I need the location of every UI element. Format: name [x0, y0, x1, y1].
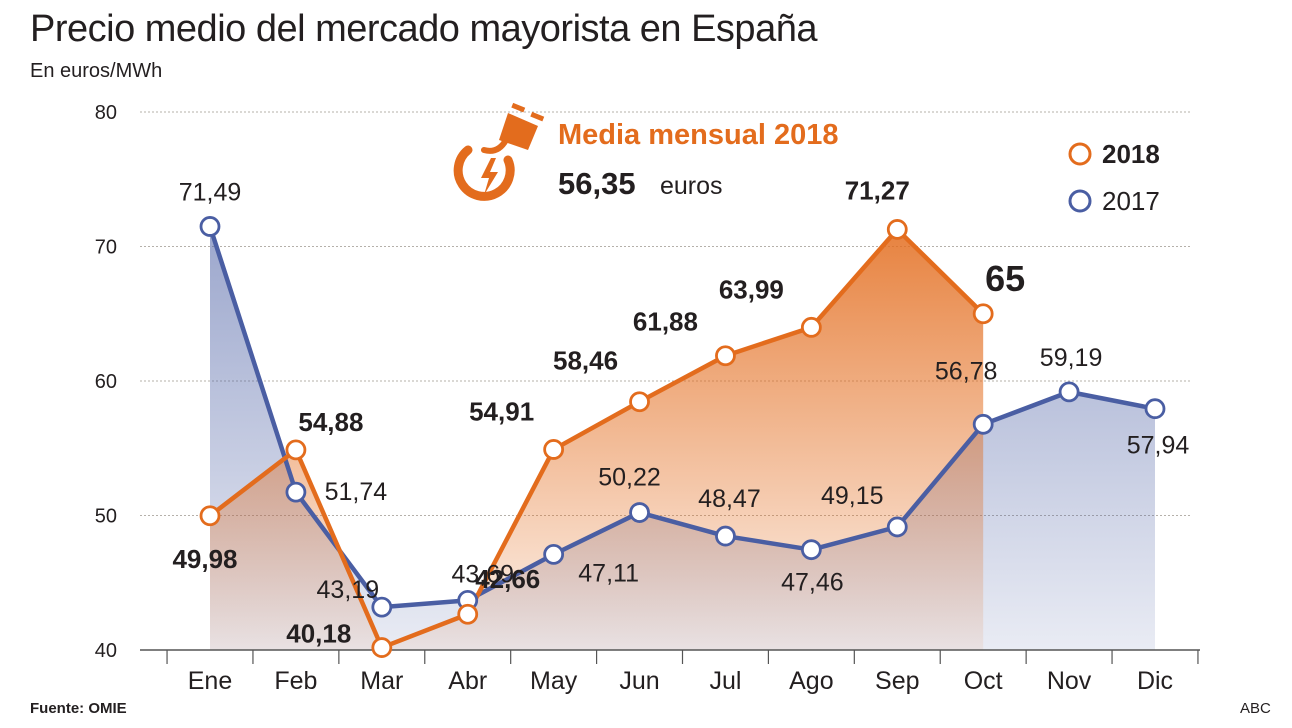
data-point-2017: [972, 413, 994, 435]
data-point-2017: [371, 596, 393, 618]
x-axis: Ene Feb Mar Abr May Jun Jul Ago Sep Oct Nov Dic: [140, 649, 1200, 695]
data-label-2017: 56,78: [935, 357, 998, 385]
legend: 2018 2017: [1068, 139, 1160, 216]
data-label-2017: 51,74: [325, 478, 388, 506]
data-label-2018: 63,99: [719, 274, 784, 304]
series-lines: [207, 225, 1156, 650]
x-tick-label: Ago: [789, 667, 833, 695]
data-label-2018: 71,27: [845, 175, 910, 205]
data-point-2017: [886, 516, 908, 538]
data-label-2017: 43,69: [451, 560, 514, 588]
data-point-2018: [629, 391, 650, 413]
x-tick-label: Jun: [619, 667, 659, 695]
x-tick-label: May: [530, 667, 578, 695]
data-points: [199, 216, 1166, 658]
unit-label: En euros/MWh: [30, 60, 163, 82]
y-tick-label: 40: [95, 640, 117, 662]
x-tick-label: Nov: [1047, 667, 1092, 695]
series-line-2018: [208, 227, 985, 650]
data-label-2017: 43,19: [317, 576, 380, 604]
data-label-2017: 57,94: [1127, 432, 1190, 460]
data-point-2017: [543, 543, 565, 565]
x-tick-label: Abr: [448, 667, 487, 695]
credit-note: ABC: [1240, 700, 1271, 717]
data-label-2017: 47,46: [781, 569, 844, 597]
data-point-2018: [886, 219, 908, 240]
data-label-2018: 54,91: [469, 396, 534, 426]
data-point-2018: [285, 439, 307, 461]
data-point-2018: [715, 345, 736, 367]
data-point-2017: [629, 502, 650, 523]
data-label-2018: 49,98: [172, 544, 237, 574]
data-label-2018: 61,88: [633, 307, 698, 337]
data-point-2018: [800, 316, 822, 338]
data-label-2018: 58,46: [553, 346, 618, 376]
y-tick-label: 60: [95, 371, 117, 393]
data-point-2018: [972, 303, 994, 325]
chart-title: Precio medio del mercado mayorista en Es…: [30, 8, 817, 50]
y-tick-label: 80: [95, 102, 117, 124]
data-labels: 49,98 54,88 40,18 42,66 54,91 58,46 61,88 63,99…: [172, 175, 1189, 648]
data-point-2017: [800, 539, 822, 561]
source-note: Fuente: OMIE: [30, 700, 127, 717]
x-tick-label: Sep: [875, 667, 919, 695]
x-tick-label: Ene: [188, 667, 232, 695]
data-label-2018: 42,66: [475, 564, 540, 594]
x-tick-label: Jul: [709, 667, 741, 695]
data-label-2017: 49,15: [821, 482, 884, 510]
series-line-2017: [207, 225, 1156, 610]
data-point-2017: [1058, 381, 1080, 403]
x-tick-label: Dic: [1137, 667, 1173, 695]
legend-label-2018: 2018: [1102, 139, 1160, 169]
data-point-2018: [371, 637, 393, 658]
data-point-2018: [199, 505, 221, 527]
data-label-2017: 71,49: [179, 178, 242, 206]
legend-label-2017: 2017: [1102, 186, 1160, 216]
data-point-2017: [1144, 398, 1166, 420]
data-label-2017: 47,11: [578, 559, 639, 587]
data-point-2018: [457, 603, 479, 625]
highlight-unit: euros: [660, 172, 723, 200]
x-tick-label: Oct: [964, 667, 1003, 695]
data-label-2017: 50,22: [598, 464, 661, 492]
data-label-2018: 65: [985, 258, 1025, 299]
plug-bolt-icon: [453, 102, 545, 201]
data-label-2017: 59,19: [1040, 344, 1103, 372]
data-point-2017: [199, 216, 221, 237]
data-point-2018: [543, 439, 565, 460]
legend-marker-2017: [1068, 189, 1092, 213]
x-tick-label: Feb: [274, 667, 317, 695]
highlight-label: Media mensual 2018: [558, 119, 838, 151]
y-tick-label: 50: [95, 506, 117, 528]
x-tick-label: Mar: [360, 667, 403, 695]
data-point-2017: [715, 525, 736, 547]
data-label-2017: 48,47: [698, 485, 761, 513]
data-point-2017: [285, 481, 307, 503]
legend-marker-2018: [1068, 142, 1092, 166]
data-label-2018: 40,18: [286, 619, 351, 649]
data-label-2018: 54,88: [298, 407, 363, 437]
highlight-value: 56,35: [558, 166, 636, 201]
y-tick-label: 70: [95, 237, 117, 259]
